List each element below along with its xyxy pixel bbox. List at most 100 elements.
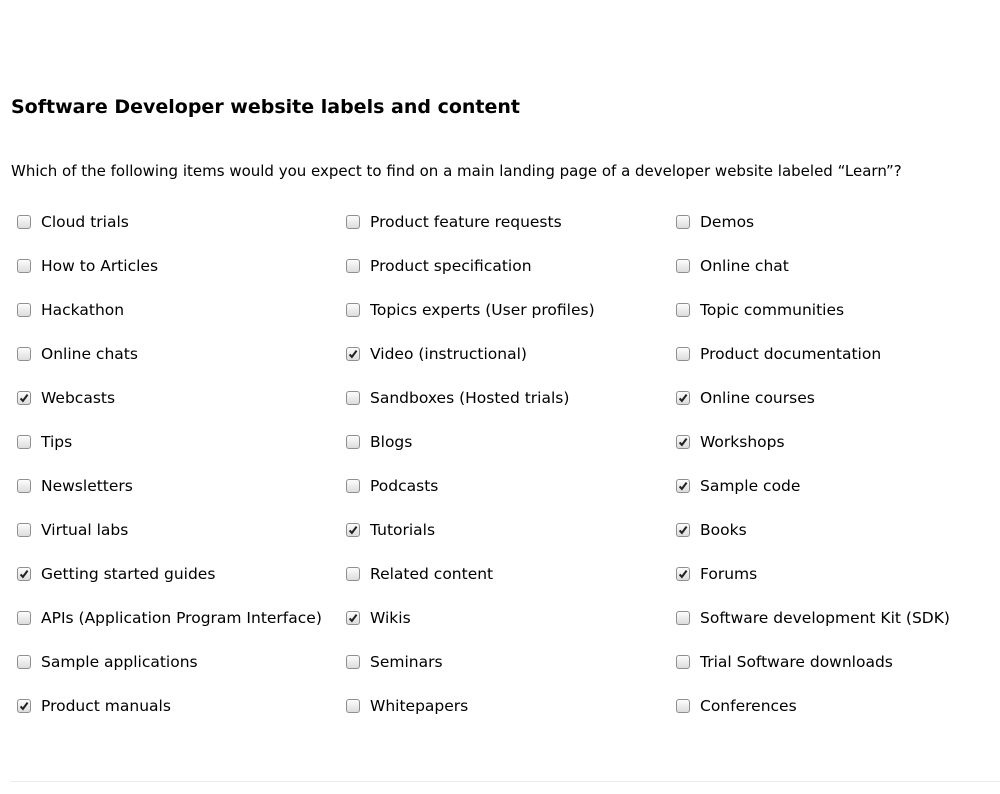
checkbox-option-trial-software-downloads[interactable]: Trial Software downloads [670, 651, 995, 695]
checkbox[interactable] [17, 391, 31, 405]
checkbox[interactable] [676, 215, 690, 229]
checkbox-option-podcasts[interactable]: Podcasts [340, 475, 660, 519]
checkbox-option-newsletters[interactable]: Newsletters [11, 475, 331, 519]
checkbox[interactable] [676, 347, 690, 361]
checkbox-option-seminars[interactable]: Seminars [340, 651, 660, 695]
checkbox[interactable] [676, 523, 690, 537]
checkbox-option-books[interactable]: Books [670, 519, 995, 563]
checkbox[interactable] [346, 391, 360, 405]
checkmark-icon [678, 482, 688, 491]
checkbox-label: Sample code [700, 477, 801, 495]
checkmark-icon [348, 350, 358, 359]
checkbox[interactable] [346, 523, 360, 537]
checkbox[interactable] [17, 655, 31, 669]
checkbox[interactable] [17, 567, 31, 581]
checkbox-option-online-chats[interactable]: Online chats [11, 343, 331, 387]
checkbox[interactable] [346, 435, 360, 449]
checkbox-option-software-development-kit-sdk[interactable]: Software development Kit (SDK) [670, 607, 995, 651]
checkbox-option-product-feature-requests[interactable]: Product feature requests [340, 211, 660, 255]
checkmark-icon [678, 570, 688, 579]
checkbox-option-demos[interactable]: Demos [670, 211, 995, 255]
checkbox[interactable] [346, 479, 360, 493]
checkbox-option-tutorials[interactable]: Tutorials [340, 519, 660, 563]
checkbox[interactable] [346, 347, 360, 361]
checkbox[interactable] [676, 567, 690, 581]
checkbox[interactable] [17, 435, 31, 449]
checkbox-option-conferences[interactable]: Conferences [670, 695, 995, 739]
checkmark-icon [348, 614, 358, 623]
checkbox-label: Tutorials [370, 521, 436, 539]
checkbox-label: Seminars [370, 653, 443, 671]
checkbox[interactable] [346, 611, 360, 625]
survey-title: Software Developer website labels and co… [11, 96, 520, 118]
checkbox-option-workshops[interactable]: Workshops [670, 431, 995, 475]
checkbox-option-topic-communities[interactable]: Topic communities [670, 299, 995, 343]
checkbox-label: Cloud trials [41, 213, 129, 231]
checkbox-option-tips[interactable]: Tips [11, 431, 331, 475]
checkbox-label: Online courses [700, 389, 815, 407]
checkbox-label: Related content [370, 565, 494, 583]
checkbox[interactable] [676, 479, 690, 493]
checkbox[interactable] [676, 611, 690, 625]
checkbox-label: Product specification [370, 257, 532, 275]
checkbox-option-product-documentation[interactable]: Product documentation [670, 343, 995, 387]
checkmark-icon [678, 438, 688, 447]
checkbox-option-online-chat[interactable]: Online chat [670, 255, 995, 299]
checkbox-label: Books [700, 521, 747, 539]
checkbox-option-apis-application-program-interface[interactable]: APIs (Application Program Interface) [11, 607, 331, 651]
checkbox[interactable] [346, 699, 360, 713]
checkbox-label: Product documentation [700, 345, 882, 363]
options-column-1: Cloud trials How to Articles Hackathon Onli… [11, 211, 331, 739]
checkbox-label: Product feature requests [370, 213, 562, 231]
checkbox[interactable] [346, 259, 360, 273]
checkbox-option-sandboxes-hosted-trials[interactable]: Sandboxes (Hosted trials) [340, 387, 660, 431]
checkbox-option-forums[interactable]: Forums [670, 563, 995, 607]
checkbox-label: Workshops [700, 433, 785, 451]
checkbox[interactable] [676, 303, 690, 317]
checkbox[interactable] [346, 655, 360, 669]
checkbox-option-wikis[interactable]: Wikis [340, 607, 660, 651]
checkbox-option-whitepapers[interactable]: Whitepapers [340, 695, 660, 739]
checkbox[interactable] [346, 567, 360, 581]
checkbox[interactable] [676, 259, 690, 273]
checkbox[interactable] [676, 391, 690, 405]
divider [11, 781, 1000, 782]
checkbox-option-related-content[interactable]: Related content [340, 563, 660, 607]
options-column-3: Demos Online chat Topic communities Product… [670, 211, 995, 739]
checkbox-option-webcasts[interactable]: Webcasts [11, 387, 331, 431]
checkbox-option-sample-code[interactable]: Sample code [670, 475, 995, 519]
checkmark-icon [348, 526, 358, 535]
checkbox-option-hackathon[interactable]: Hackathon [11, 299, 331, 343]
checkbox-label: Tips [41, 433, 73, 451]
checkbox-option-video-instructional[interactable]: Video (instructional) [340, 343, 660, 387]
checkbox-label: Online chat [700, 257, 789, 275]
checkbox-label: Getting started guides [41, 565, 216, 583]
checkbox[interactable] [676, 435, 690, 449]
checkbox-option-sample-applications[interactable]: Sample applications [11, 651, 331, 695]
checkbox[interactable] [17, 259, 31, 273]
checkbox[interactable] [17, 611, 31, 625]
checkbox[interactable] [346, 303, 360, 317]
checkbox-option-online-courses[interactable]: Online courses [670, 387, 995, 431]
checkbox[interactable] [17, 523, 31, 537]
checkbox-label: APIs (Application Program Interface) [41, 609, 322, 627]
checkbox-label: Whitepapers [370, 697, 469, 715]
checkbox[interactable] [346, 215, 360, 229]
checkbox-option-how-to-articles[interactable]: How to Articles [11, 255, 331, 299]
checkbox[interactable] [17, 699, 31, 713]
checkbox-option-cloud-trials[interactable]: Cloud trials [11, 211, 331, 255]
checkbox-option-product-manuals[interactable]: Product manuals [11, 695, 331, 739]
checkbox[interactable] [17, 303, 31, 317]
checkbox[interactable] [17, 479, 31, 493]
checkbox-option-blogs[interactable]: Blogs [340, 431, 660, 475]
checkbox-option-getting-started-guides[interactable]: Getting started guides [11, 563, 331, 607]
checkbox[interactable] [676, 655, 690, 669]
checkbox-option-topics-experts-user-profiles[interactable]: Topics experts (User profiles) [340, 299, 660, 343]
checkbox[interactable] [676, 699, 690, 713]
question-text: Which of the following items would you e… [11, 162, 902, 180]
checkbox[interactable] [17, 347, 31, 361]
checkbox-option-product-specification[interactable]: Product specification [340, 255, 660, 299]
checkbox[interactable] [17, 215, 31, 229]
checkbox-option-virtual-labs[interactable]: Virtual labs [11, 519, 331, 563]
checkmark-icon [678, 394, 688, 403]
